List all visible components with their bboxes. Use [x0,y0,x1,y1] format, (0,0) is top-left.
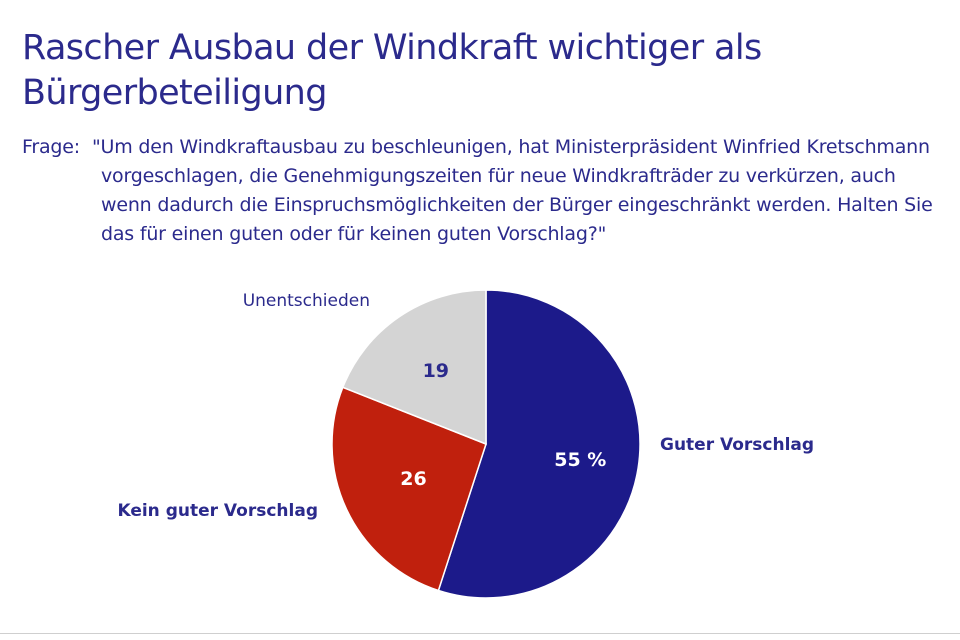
pie-slice-unentschieden [341,289,487,446]
survey-question: Frage: "Um den Windkraftausbau zu beschl… [22,133,947,249]
pie-value-label: 19 [423,360,449,382]
bottom-divider [0,633,960,634]
pie-category-label: Unentschieden [243,291,370,311]
pie-slices [331,289,641,599]
question-text: "Um den Windkraftausbau zu beschleunigen… [92,136,933,245]
chart-title: Rascher Ausbau der Windkraft wichtiger a… [22,28,762,113]
question-label: Frage: [22,136,80,158]
pie-value-label: 26 [400,468,426,490]
pie-slice-guter-vorschlag [437,289,641,599]
pie-category-labels: Guter Vorschlag Kein guter Vorschlag Unent… [117,291,814,521]
pie-category-label: Kein guter Vorschlag [117,501,318,521]
pie-value-labels: 55 % 26 19 [400,360,606,490]
pie-value-label: 55 % [554,449,606,471]
pie-category-label: Guter Vorschlag [660,435,814,455]
pie-slice-kein-guter-vorschlag [331,386,487,592]
